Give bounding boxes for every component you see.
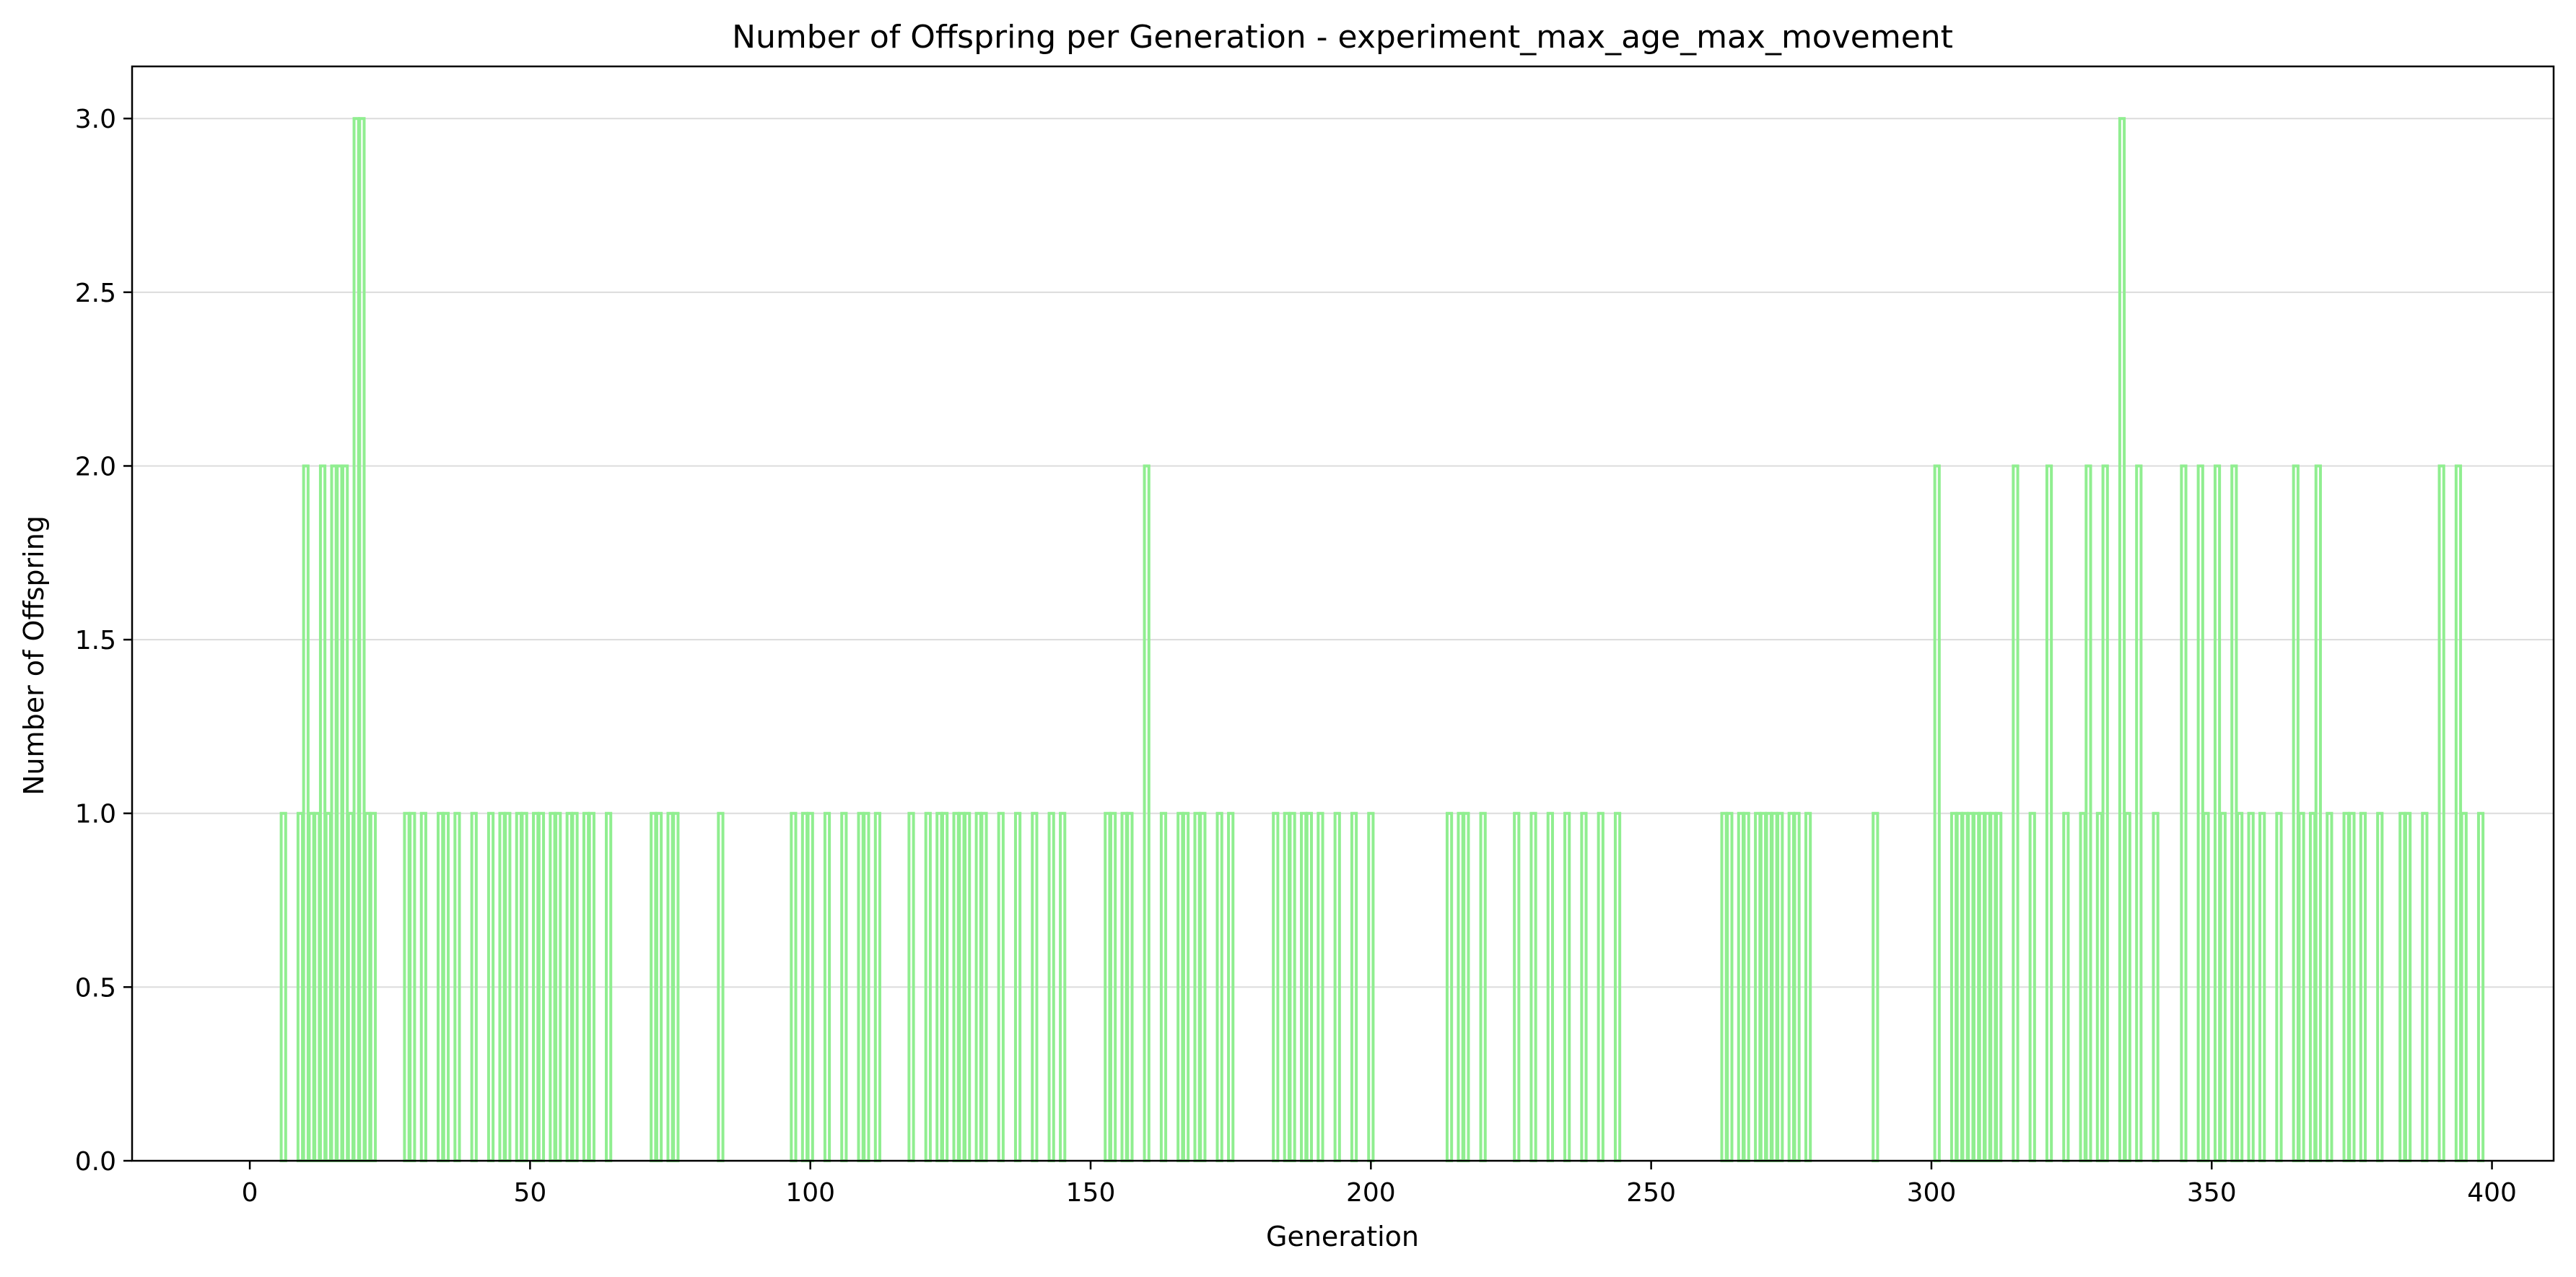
y-tick-label: 3.0 xyxy=(75,105,116,134)
y-axis-ticks: 0.0 0.5 1.0 1.5 2.0 2.5 3.0 xyxy=(75,105,132,1177)
x-tick-label: 350 xyxy=(2187,1178,2237,1208)
x-tick-label: 400 xyxy=(2467,1178,2517,1208)
x-tick-label: 50 xyxy=(513,1178,546,1208)
x-tick-label: 200 xyxy=(1346,1178,1396,1208)
x-tick-label: 0 xyxy=(242,1178,258,1208)
y-axis-label: Number of Offspring xyxy=(18,515,50,796)
x-tick-label: 150 xyxy=(1066,1178,1116,1208)
x-tick-label: 300 xyxy=(1907,1178,1957,1208)
y-tick-label: 2.0 xyxy=(75,452,116,481)
y-tick-label: 2.5 xyxy=(75,279,116,308)
y-gridlines xyxy=(132,118,2554,1161)
x-axis-label: Generation xyxy=(1266,1221,1419,1252)
y-tick-label: 0.0 xyxy=(75,1147,116,1177)
y-tick-label: 0.5 xyxy=(75,973,116,1003)
y-tick-label: 1.0 xyxy=(75,800,116,829)
x-tick-label: 250 xyxy=(1626,1178,1676,1208)
x-axis-ticks: 0 50 100 150 200 250 300 350 400 xyxy=(242,1161,2517,1208)
y-tick-label: 1.5 xyxy=(75,626,116,655)
chart-title: Number of Offspring per Generation - exp… xyxy=(732,19,1953,56)
plot-frame xyxy=(131,65,2555,1162)
x-tick-label: 100 xyxy=(785,1178,835,1208)
